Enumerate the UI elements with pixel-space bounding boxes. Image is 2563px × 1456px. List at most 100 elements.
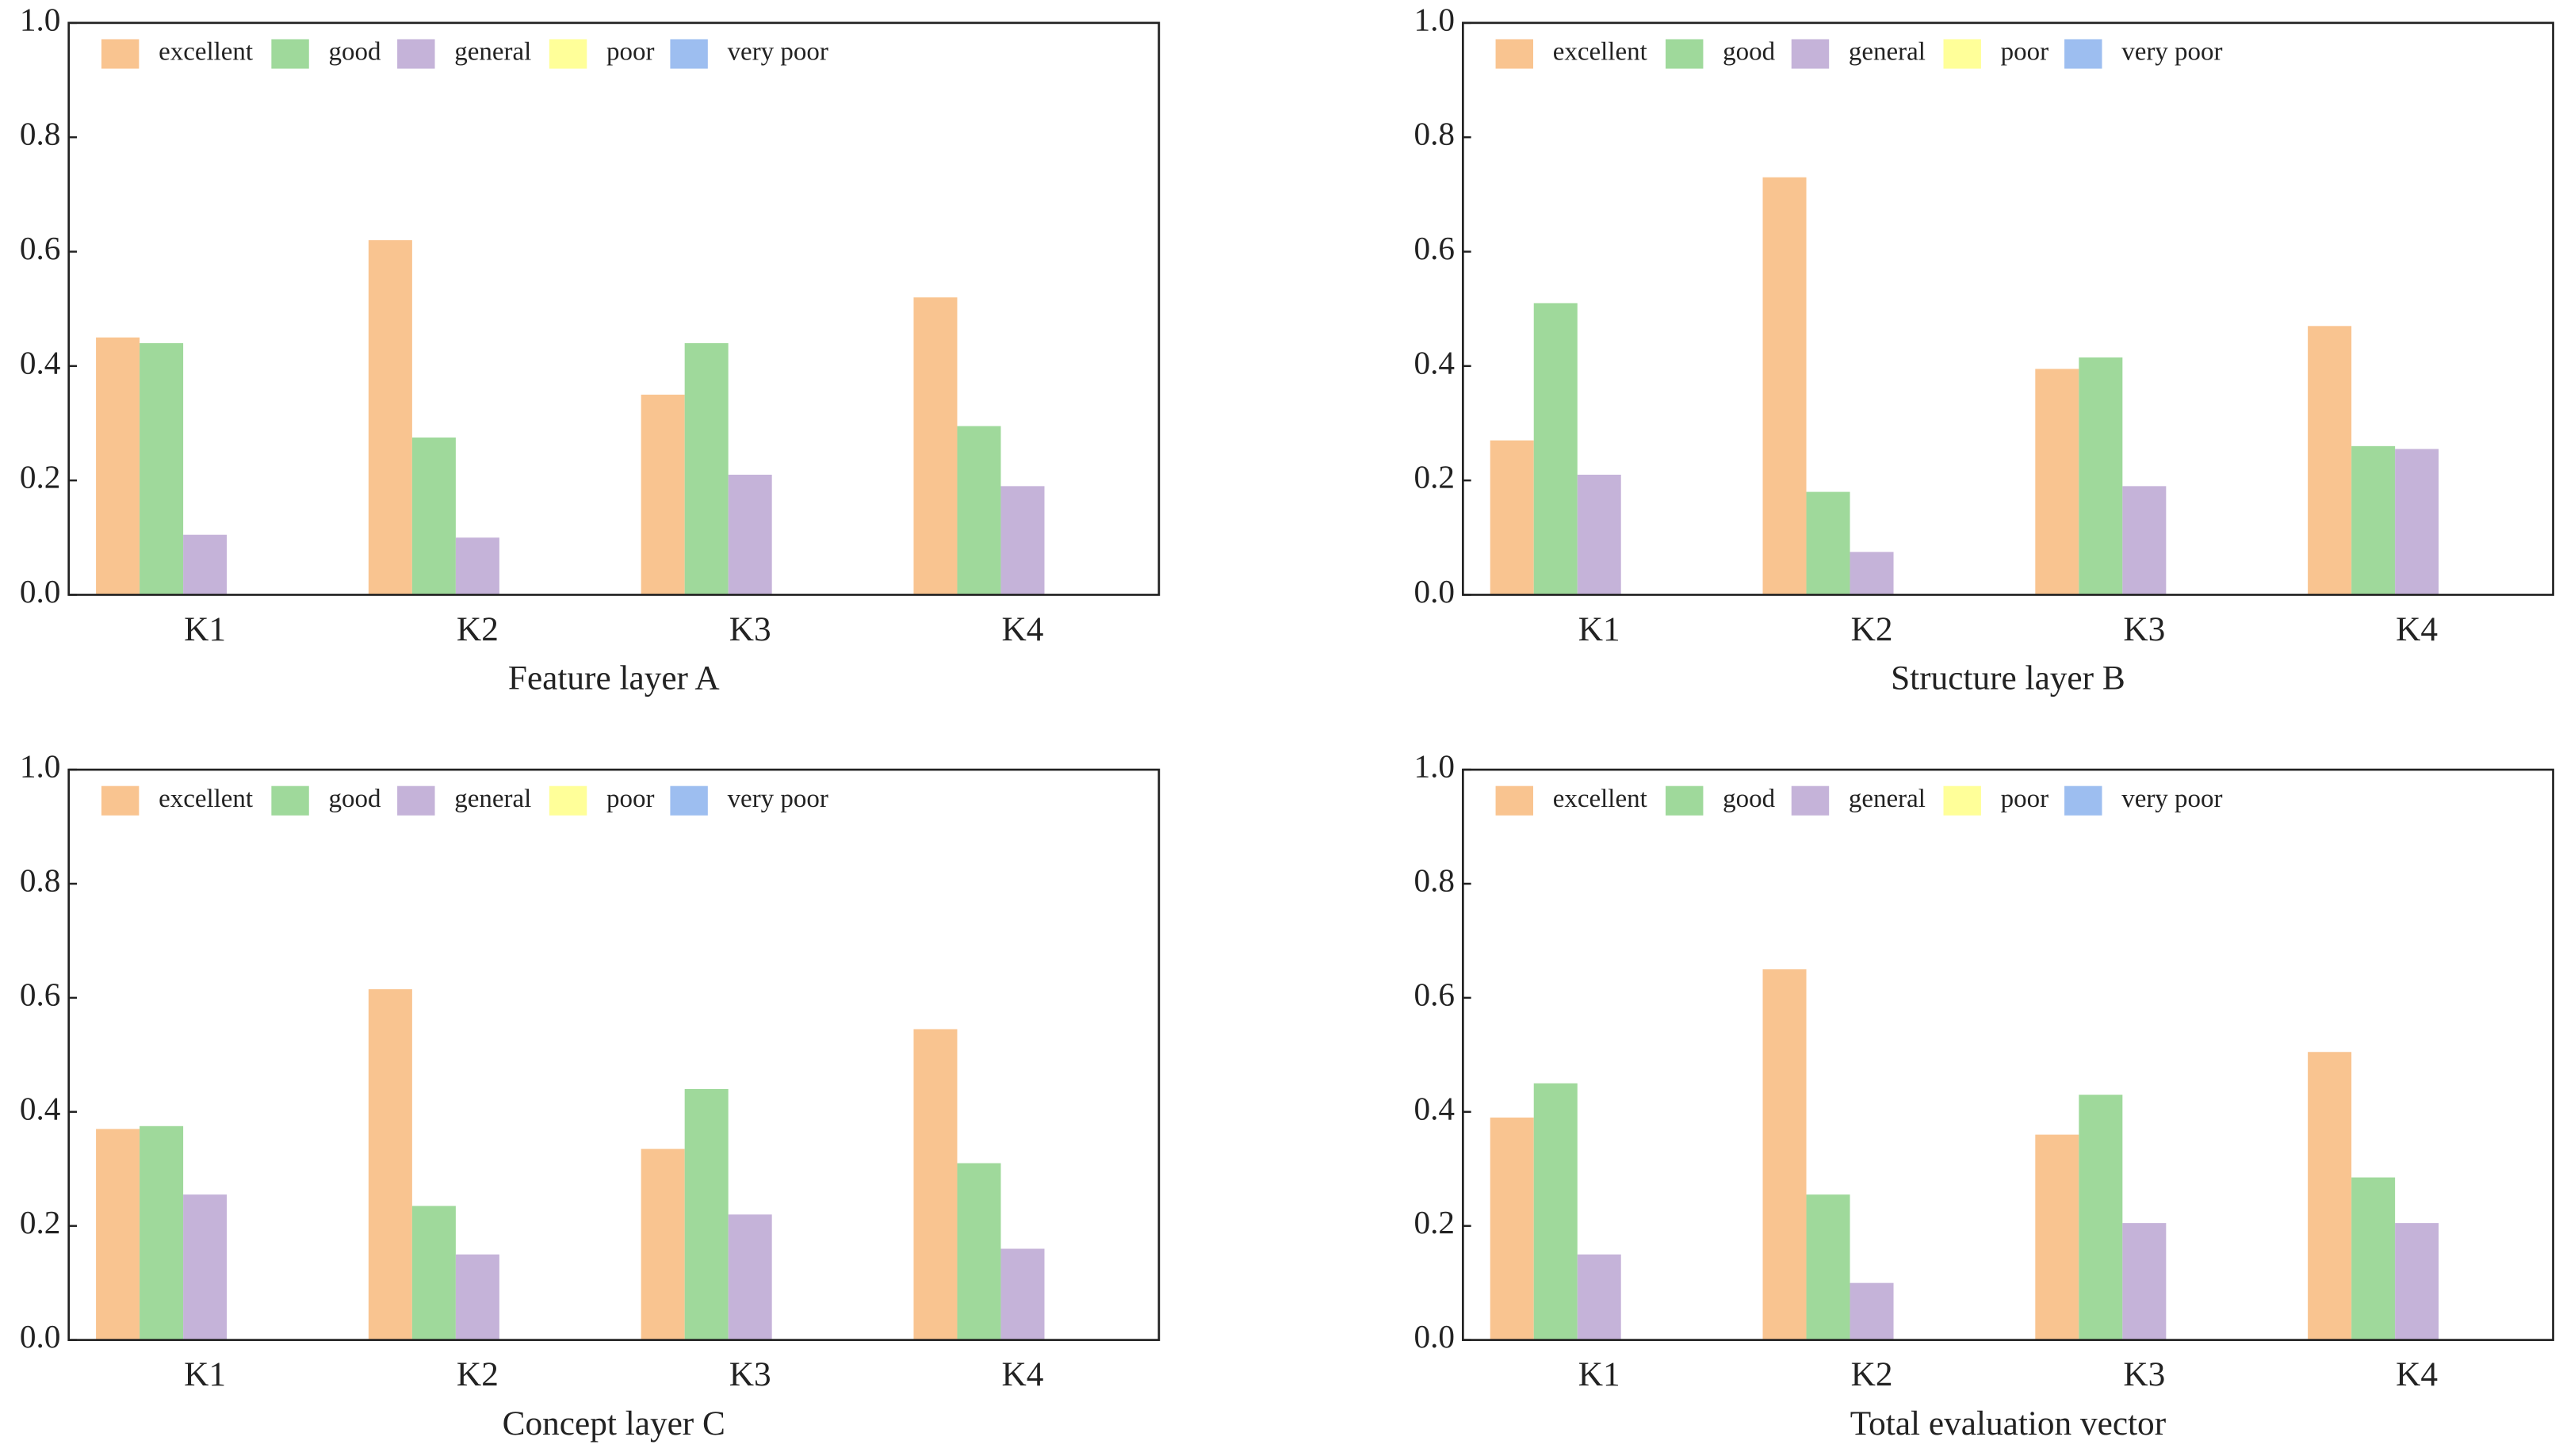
- x-tick-label: K1: [184, 610, 226, 648]
- x-axis-label: Concept layer C: [503, 1404, 725, 1443]
- legend-swatch: [1943, 785, 1981, 816]
- x-axis-label: Structure layer B: [1891, 659, 2125, 697]
- x-tick-label: K2: [1851, 610, 1893, 648]
- y-tick-label: 0.4: [20, 344, 61, 380]
- legend-swatch: [549, 39, 587, 69]
- bar: [1000, 1248, 1045, 1340]
- legend-label: very poor: [2121, 38, 2222, 67]
- y-tick-label: 0.2: [1414, 1204, 1456, 1240]
- x-tick-label: K2: [457, 610, 499, 648]
- y-tick-label: 0.6: [1414, 230, 1456, 266]
- y-tick-label: 0.6: [20, 230, 61, 266]
- bar: [1577, 474, 1621, 595]
- bar: [684, 342, 729, 595]
- legend-swatch: [271, 39, 309, 69]
- bar: [1762, 969, 1807, 1340]
- legend-label: general: [454, 785, 531, 813]
- y-tick-label: 0.8: [20, 862, 61, 898]
- bar: [140, 1125, 184, 1340]
- legend-swatch: [271, 785, 309, 816]
- bar: [2122, 1223, 2167, 1340]
- y-tick-label: 1.0: [1414, 1, 1456, 37]
- legend-swatch: [101, 785, 140, 816]
- bar: [1850, 552, 1894, 595]
- y-tick-label: 0.2: [20, 1204, 61, 1240]
- bar: [2395, 1223, 2439, 1340]
- bar: [368, 989, 412, 1340]
- plot-frame: [67, 768, 1161, 1341]
- bar: [2079, 1095, 2123, 1340]
- bar: [2351, 1177, 2396, 1340]
- legend-label: good: [1723, 785, 1775, 813]
- bar: [411, 438, 456, 595]
- bar: [913, 297, 958, 595]
- legend-swatch: [397, 39, 435, 69]
- legend-swatch: [2064, 785, 2102, 816]
- y-tick-label: 0.4: [20, 1090, 61, 1126]
- legend-label: poor: [606, 38, 654, 67]
- legend-swatch: [2064, 39, 2102, 69]
- y-tick-label: 0.8: [1414, 116, 1456, 152]
- x-axis-label: Total evaluation vector: [1850, 1404, 2167, 1443]
- y-tick-label: 0.0: [1414, 573, 1456, 610]
- bar: [2122, 486, 2167, 595]
- plot-frame: [67, 21, 1161, 596]
- x-tick-label: K2: [457, 1355, 499, 1393]
- x-tick-label: K2: [1851, 1355, 1893, 1393]
- legend-label: poor: [606, 785, 654, 813]
- legend-swatch: [549, 785, 587, 816]
- bar: [2035, 369, 2079, 595]
- legend-swatch: [1666, 785, 1704, 816]
- legend-label: general: [1849, 38, 1926, 67]
- legend-label: very poor: [728, 38, 828, 67]
- x-tick-label: K4: [2396, 610, 2438, 648]
- bar: [2308, 326, 2352, 595]
- bar: [183, 534, 228, 595]
- bar: [1000, 486, 1045, 595]
- x-tick-label: K1: [1578, 610, 1620, 648]
- bar: [728, 1214, 772, 1340]
- legend-swatch: [1495, 39, 1534, 69]
- legend-label: excellent: [159, 38, 253, 67]
- legend-label: excellent: [159, 785, 253, 813]
- y-tick-label: 1.0: [1414, 748, 1456, 785]
- legend-swatch: [670, 785, 708, 816]
- y-tick-label: 0.8: [1414, 862, 1456, 898]
- y-tick-label: 0.8: [20, 116, 61, 152]
- bar: [641, 1148, 685, 1340]
- bar: [368, 240, 412, 595]
- x-tick-label: K3: [729, 610, 771, 648]
- bar: [1533, 1083, 1578, 1340]
- bar: [1490, 1117, 1534, 1340]
- legend-swatch: [1495, 785, 1534, 816]
- legend-label: good: [329, 38, 381, 67]
- legend-label: very poor: [2121, 785, 2222, 813]
- x-tick-label: K3: [729, 1355, 771, 1393]
- legend-swatch: [1666, 39, 1704, 69]
- legend-label: excellent: [1553, 785, 1647, 813]
- bar: [411, 1206, 456, 1340]
- bar: [2035, 1134, 2079, 1340]
- legend-label: good: [1723, 38, 1775, 67]
- y-tick-label: 0.6: [20, 976, 61, 1012]
- legend-swatch: [1791, 785, 1830, 816]
- bar: [1806, 491, 1850, 595]
- bar: [455, 1254, 499, 1340]
- y-tick-label: 1.0: [20, 1, 61, 37]
- bar: [2351, 445, 2396, 595]
- x-tick-label: K4: [1002, 1355, 1044, 1393]
- y-tick-label: 0.0: [20, 573, 61, 610]
- bar: [728, 474, 772, 595]
- bar: [455, 537, 499, 595]
- y-tick-label: 0.0: [1414, 1318, 1456, 1355]
- y-tick-label: 0.6: [1414, 976, 1456, 1012]
- plot-frame: [1462, 21, 2554, 596]
- bar: [1762, 177, 1807, 595]
- bar: [2308, 1052, 2352, 1340]
- x-tick-label: K3: [2123, 610, 2165, 648]
- bar: [2079, 357, 2123, 595]
- y-tick-label: 0.2: [20, 459, 61, 495]
- bar: [684, 1089, 729, 1340]
